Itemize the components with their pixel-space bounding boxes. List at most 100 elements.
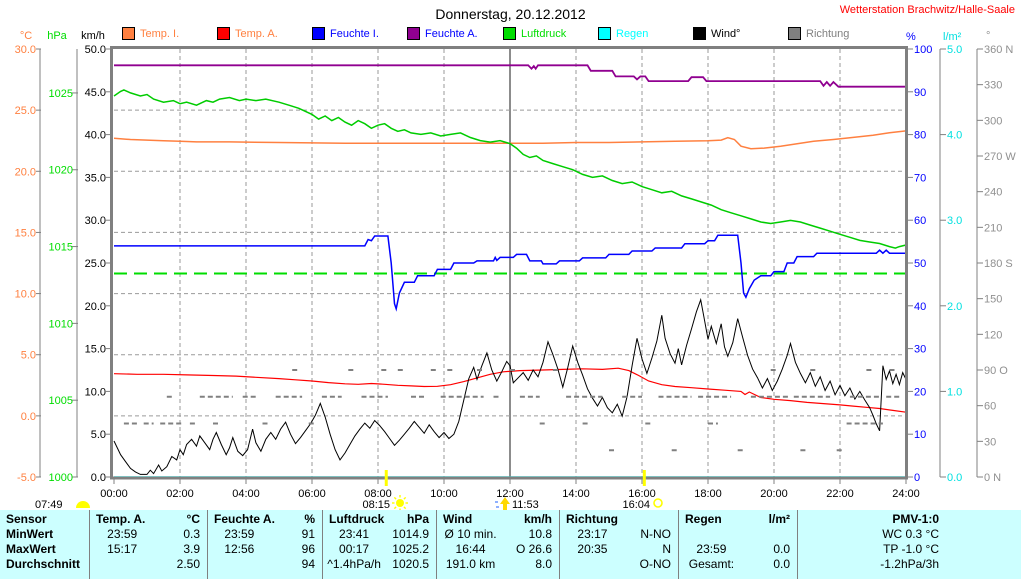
table-cell-time <box>560 557 625 572</box>
x-axis-label: 02:00 <box>166 488 194 500</box>
table-header-unit: l/m² <box>768 512 790 526</box>
axis-tick-label: 1020 <box>49 165 73 177</box>
table-cell-value: 94 <box>301 557 315 571</box>
x-axis-label: 16:00 <box>628 488 656 500</box>
legend-item-regen: Regen <box>598 27 648 40</box>
axis-tick-label: 0.0 <box>947 472 962 484</box>
series-luftdruck-line <box>113 89 907 249</box>
axis-unit-label: l/m² <box>943 31 962 43</box>
axis-hpa: 1025 1020 1015 1010 1005 1000 hPa <box>47 30 78 484</box>
table-row: 2.50 <box>90 557 207 572</box>
axis-tick-label: 5.0 <box>21 350 36 362</box>
x-axis-label: 12:00 <box>496 488 524 500</box>
sun-ray <box>403 496 407 500</box>
solar-noon-accent <box>496 506 499 508</box>
legend-swatch-wind <box>693 27 706 40</box>
axis-tick-label: 35.0 <box>85 172 106 184</box>
axis-tick-label: 4.0 <box>947 130 962 142</box>
table-cell-time: 191.0 km <box>445 557 496 571</box>
table-cell-time: Ø 10 min. <box>444 527 497 541</box>
table-cell-time: 15:17 <box>107 542 138 556</box>
table-row <box>679 527 797 542</box>
solar-noon-accent <box>495 501 498 503</box>
table-row: 23:59 0.3 <box>90 527 207 542</box>
legend-swatch-temp-i <box>122 27 135 40</box>
table-column-pmv-1-0: PMV-1:0 WC 0.3 °C TP -1.0 °C -1.2hPa/3h <box>797 510 1021 579</box>
table-header-row: Feuchte A.% <box>208 512 322 527</box>
sun-icon <box>392 495 408 511</box>
axis-tick-label: 180 S <box>984 258 1013 270</box>
table-cell-time <box>90 557 154 572</box>
table-cell-value: N <box>662 542 671 556</box>
x-axis-label: 06:00 <box>298 488 326 500</box>
table-cell-value: 1025.2 <box>392 542 429 556</box>
table-row: 94 <box>208 557 322 572</box>
weather-plot: 30.025.020.015.010.05.00.0-5.0°C10251020… <box>15 30 1016 511</box>
x-axis-label: 08:00 <box>364 488 392 500</box>
axis-tick-label: 300 <box>984 115 1002 127</box>
table-cell-value <box>744 527 797 542</box>
legend-item-feuchte-a: Feuchte A. <box>407 27 478 40</box>
table-cell-time: 23:59 <box>696 542 727 556</box>
legend-item-feuchte-i: Feuchte I. <box>312 27 379 40</box>
axis-tick-label: 10.0 <box>15 289 36 301</box>
table-column-wind: Wind km/h Ø 10 min. 10.8 16:44 O 26.6 191.0 km… <box>436 510 559 579</box>
axis-tick-label: 1015 <box>49 242 73 254</box>
legend-label: Regen <box>616 27 649 40</box>
axis-kmh: 50.0 45.0 40.0 35.0 30.0 25.0 20.0 15.0 10.0 5.0 0… <box>81 30 112 484</box>
table-cell: -1.2hPa/3h <box>880 557 939 571</box>
table-cell-value: 0.0 <box>773 542 790 556</box>
axis-unit-label: ° <box>986 30 990 42</box>
axis-tick-label: 100 <box>914 44 932 56</box>
sun-ray <box>393 496 397 500</box>
legend-label: Luftdruck <box>521 27 567 40</box>
table-column-feuchte-a: Feuchte A.% 23:59 91 12:56 96 94 <box>207 510 322 579</box>
legend: Temp. I. Temp. A. Feuchte I. Feuchte A. Luft… <box>0 27 1021 41</box>
series-feuchte-a-line <box>114 64 906 88</box>
table-row-labels: Sensor MinWert MaxWert Durchschnitt <box>0 510 89 579</box>
legend-swatch-temp-a <box>217 27 230 40</box>
table-column-temp-a: Temp. A. °C 23:59 0.3 15:17 3.9 2.50 <box>89 510 207 579</box>
axis-tick-label: 40.0 <box>85 130 106 142</box>
axis-tick-label: 30 <box>984 436 996 448</box>
table-cell-value: O-NO <box>639 557 671 571</box>
table-row: 23:17 N-NO <box>560 527 678 542</box>
axis-tick-label: 270 W <box>984 151 1016 163</box>
axis-tick-label: 30.0 <box>85 215 106 227</box>
page-title: Donnerstag, 20.12.2012 <box>435 6 586 22</box>
table-cell-value: 0.0 <box>773 557 790 571</box>
axis-tick-label: 50 <box>914 258 926 270</box>
axis-tick-label: 1010 <box>49 318 73 330</box>
legend-item-temp-a: Temp. A. <box>217 27 278 40</box>
x-axis-label: 18:00 <box>694 488 722 500</box>
table-cell-time <box>679 527 744 542</box>
axis-tick-label: 210 <box>984 222 1002 234</box>
axis-tick-label: 1.0 <box>947 386 962 398</box>
table-cell-time: 23:59 <box>107 527 138 541</box>
legend-swatch-richtung <box>788 27 801 40</box>
axis-tick-label: 0.0 <box>91 472 106 484</box>
table-header-cell: Feuchte A. <box>214 512 275 526</box>
axis-tick-label: 45.0 <box>85 87 106 99</box>
axis-tick-label: 20 <box>914 386 926 398</box>
stats-table: Sensor MinWert MaxWert Durchschnitt Temp. A.… <box>0 510 1021 579</box>
axis-tick-label: 3.0 <box>947 215 962 227</box>
table-cell-time: 20:35 <box>577 542 608 556</box>
table-row-label: Sensor <box>6 512 47 526</box>
axis-tick-label: 5.0 <box>947 44 962 56</box>
axis-tick-label: 10.0 <box>85 386 106 398</box>
table-row: 20:35 N <box>560 542 678 557</box>
series-feuchte-i-line <box>114 234 906 312</box>
table-column-richtung: Richtung 23:17 N-NO 20:35 N O-NO <box>559 510 678 579</box>
table-cell-time: 23:59 <box>224 527 255 541</box>
sunset-icon <box>653 498 663 508</box>
legend-item-wind: Wind° <box>693 27 740 40</box>
table-column-regen: Regen l/m² 23:59 0.0 Gesamt: 0.0 <box>678 510 797 579</box>
station-name: Wetterstation Brachwitz/Halle-Saale <box>839 4 1015 16</box>
axis-tick-label: 80 <box>914 130 926 142</box>
table-cell: WC 0.3 °C <box>882 527 939 541</box>
sunrise-time: 08:15 <box>362 499 390 511</box>
table-row: 23:41 1014.9 <box>323 527 436 542</box>
table-cell-time: ^1.4hPa/h <box>327 557 381 571</box>
table-cell-value: 96 <box>301 542 315 556</box>
